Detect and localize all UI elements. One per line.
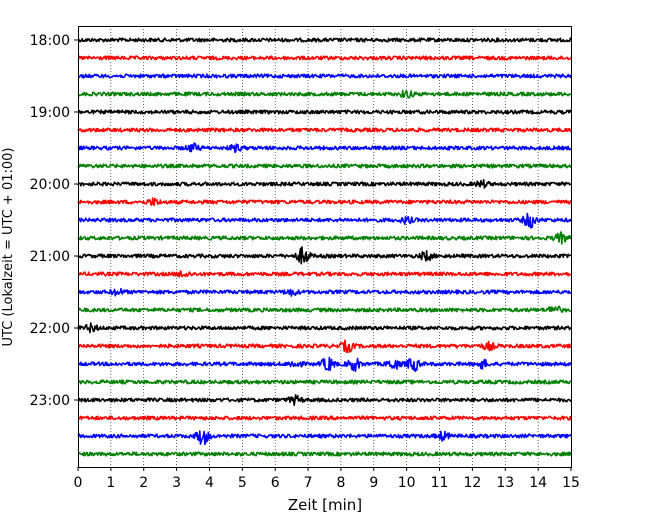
plot-frame [78, 26, 572, 468]
x-tick-label: 0 [74, 475, 83, 491]
trace-2330 [77, 430, 572, 446]
x-tick-label: 5 [238, 475, 247, 491]
x-axis-label: Zeit [min] [288, 496, 362, 514]
trace-2000 [77, 179, 572, 189]
x-tick-label: 6 [271, 475, 280, 491]
y-tick-label: 23:00 [30, 393, 70, 409]
trace-2215 [77, 339, 572, 354]
x-tick-label: 14 [529, 475, 547, 491]
x-tick-label: 1 [106, 475, 115, 491]
trace-1915 [77, 127, 572, 133]
y-tick-label: 20:00 [30, 177, 70, 193]
trace-2130 [77, 287, 572, 297]
trace-2315 [77, 415, 572, 421]
trace-2230 [77, 356, 572, 373]
trace-1930 [77, 142, 572, 154]
trace-2300 [77, 394, 572, 406]
x-tick-label: 3 [172, 475, 181, 491]
trace-1900 [77, 109, 572, 115]
trace-2045 [77, 231, 572, 245]
y-tick-label: 18:00 [30, 33, 70, 49]
x-axis: 0 1 2 3 4 5 6 7 8 9 10 11 12 13 14 15 [74, 467, 580, 491]
y-tick-label: 22:00 [30, 321, 70, 337]
trace-2115 [77, 270, 572, 278]
x-tick-label: 10 [398, 475, 416, 491]
y-axis-label: UTC (Lokalzeit = UTC + 01:00) [1, 148, 16, 347]
x-tick-label: 8 [336, 475, 345, 491]
trace-1800 [77, 37, 572, 43]
seismogram-traces [77, 37, 572, 457]
trace-2200 [77, 322, 572, 334]
y-tick-label: 21:00 [30, 249, 70, 265]
x-tick-label: 13 [496, 475, 514, 491]
trace-1815 [77, 55, 572, 61]
trace-1945 [77, 163, 572, 169]
trace-1845 [77, 89, 572, 99]
x-tick-label: 4 [205, 475, 214, 491]
y-axis: 18:00 19:00 20:00 21:00 22:00 23:00 [30, 33, 78, 409]
x-tick-label: 11 [431, 475, 449, 491]
x-tick-label: 2 [139, 475, 148, 491]
trace-2345 [77, 451, 572, 457]
trace-2100 [77, 246, 572, 265]
trace-2015 [77, 197, 572, 207]
x-tick-label: 9 [369, 475, 378, 491]
trace-1830 [77, 73, 572, 79]
y-tick-label: 19:00 [30, 105, 70, 121]
x-tick-label: 7 [304, 475, 313, 491]
trace-2030 [77, 212, 572, 229]
x-tick-label: 12 [463, 475, 481, 491]
x-tick-label: 15 [562, 475, 580, 491]
trace-2245 [77, 379, 572, 385]
trace-2145 [77, 305, 572, 313]
